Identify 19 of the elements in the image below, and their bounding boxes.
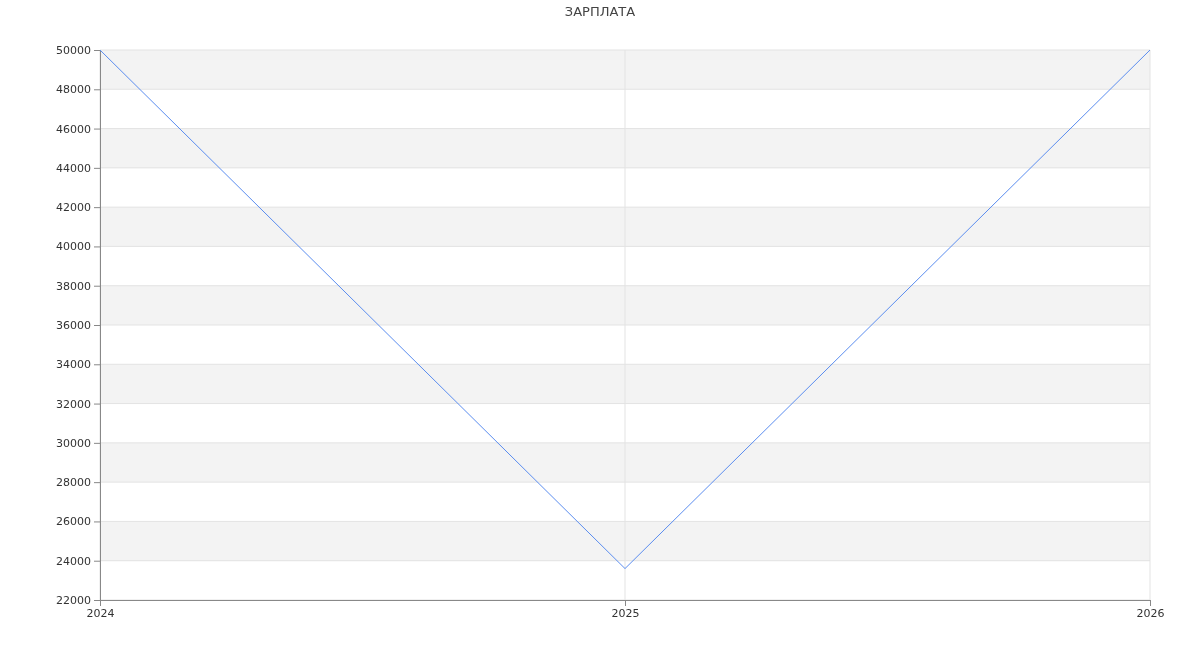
y-tick-label: 26000 [56, 515, 91, 529]
y-tick-label: 46000 [56, 122, 91, 136]
y-tick-label: 48000 [56, 83, 91, 97]
y-tick-label: 30000 [56, 436, 91, 450]
y-tick-label: 42000 [56, 201, 91, 215]
y-tick-label: 22000 [56, 594, 91, 608]
y-tick-label: 44000 [56, 161, 91, 175]
y-tick-label: 34000 [56, 358, 91, 372]
y-tick-label: 38000 [56, 279, 91, 293]
chart-title: ЗАРПЛАТА [564, 4, 636, 19]
x-tick-label: 2025 [611, 606, 640, 620]
x-tick-label: 2024 [86, 606, 115, 620]
y-tick-label: 32000 [56, 397, 91, 411]
y-tick-label: 24000 [56, 554, 91, 568]
y-tick-label: 28000 [56, 476, 91, 490]
x-tick-label: 2026 [1136, 606, 1165, 620]
y-tick-label: 50000 [56, 44, 91, 58]
y-tick-label: 36000 [56, 319, 91, 333]
y-tick-label: 40000 [56, 240, 91, 254]
